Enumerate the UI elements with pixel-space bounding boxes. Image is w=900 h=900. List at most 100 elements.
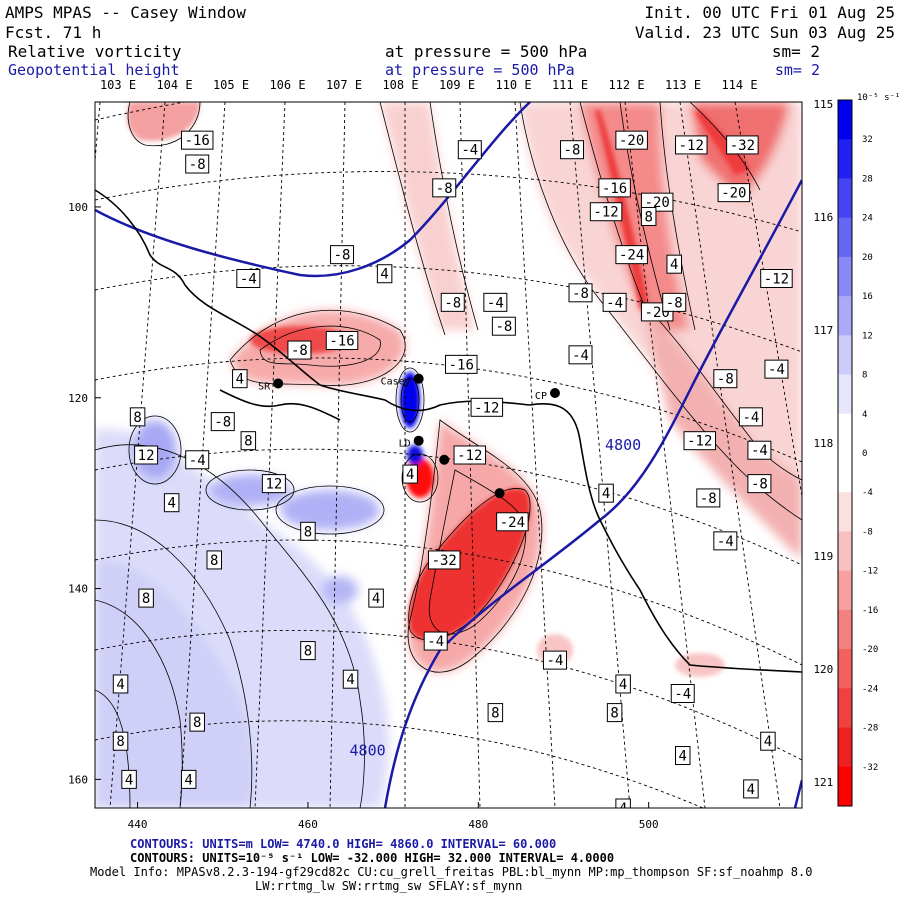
contour-label: 8 [189,712,205,732]
axes: 440 460 480 500 100 120 140 160 [68,201,658,831]
contour-label: -4 [457,140,482,160]
colorbar-tick-label: 32 [862,135,873,145]
contour-label: 8 [240,431,257,451]
contour-label: -4 [764,359,789,379]
height-contour-label: 4800 [605,436,641,454]
field2-pressure: at pressure = 500 hPa [385,61,575,79]
contour-label: -16 [598,178,631,198]
contour-label: -12 [760,269,793,288]
contour-label: -12 [470,397,504,417]
contour-label: 8 [138,588,154,608]
contour-label: 4 [163,493,180,513]
contour-label: 8 [206,550,223,570]
contour-label: -8 [185,154,210,174]
contour-label: -4 [542,650,567,670]
contour-label-box [560,140,585,160]
contour-label-box [180,769,197,789]
colorbar-tick-label: -32 [862,763,878,773]
colorbar-swatch [838,492,852,532]
contour-label-text: 12 [138,448,155,464]
contour-label-box [674,746,691,766]
contour-label: -8 [440,292,465,312]
colorbar-tick-label: -28 [862,724,878,734]
x-tick-label: 460 [298,818,318,831]
contour-label-box [675,135,708,155]
field2-name: Geopotential height [8,61,180,79]
colorbar-tick-label: 4 [862,410,867,420]
contour-label-text: 8 [193,811,201,827]
colorbar-swatch [838,100,852,140]
contour-label-box [240,431,257,451]
contour-label: -4 [713,531,738,551]
coastline [95,189,802,673]
core-negative-ne2 [695,110,750,175]
contour-label-box [747,440,772,460]
contour-label-box [163,493,180,513]
contour-label-box [640,206,657,226]
station-marker [439,454,450,465]
contour-label: 4 [615,674,631,694]
contour-label-box [640,192,674,212]
contour-label-text: 4 [116,677,124,693]
contour-label-text: -8 [444,295,461,311]
contour-label-box [726,135,759,155]
contour-label-box [402,464,418,484]
colorbar-tick-label: -24 [862,684,878,694]
top-longitude-label: 111 E [552,78,588,92]
colorbar-tick-label: 20 [862,253,873,263]
contour-label-text: -8 [700,491,717,507]
contour-label-text: 4 [602,486,610,502]
map-frame [94,101,803,809]
contour-label-box [330,245,355,265]
contour-label: 4 [224,809,239,827]
shade-positive-w4 [322,576,358,604]
contour-label: 8 [606,703,623,723]
contour-label: 4 [342,669,359,689]
contour-label-text: -4 [461,143,478,159]
contour-label-text: 8 [210,553,218,569]
contour-label: 8 [300,521,316,541]
contour-label: -8 [747,474,772,494]
top-longitude-label: 107 E [326,78,362,92]
top-longitude-label: 108 E [382,78,418,92]
station-label: LD [399,439,411,450]
contour-label-text: -24 [619,248,644,264]
contour-label: -12 [675,135,708,155]
contour-label-text: 4 [764,734,772,750]
contour-label-text: -16 [329,334,354,350]
contour-label-text: 4 [167,496,175,512]
contour-label-box [615,130,648,150]
contour-label-box [615,245,648,265]
contour-label-box [598,483,614,503]
contour-label-box [615,674,631,694]
top-longitude-label: 110 E [495,78,531,92]
contour-label-text: -12 [593,205,618,221]
colorbar-swatch [838,139,852,179]
contour-label-box [440,292,465,312]
contour-label-text: -4 [768,362,785,378]
contour-label-box [666,254,682,274]
contour-label-text: 8 [610,706,618,722]
colorbar-tick-label: -16 [862,606,878,616]
top-longitude-label: 114 E [721,78,757,92]
colorbar-swatch [838,335,852,376]
contour-label-box [287,340,312,360]
contour-label-box [598,178,631,198]
contour-label: 4 [598,483,614,503]
contour-label-text: -4 [751,443,768,459]
vorticity-contours [95,102,802,808]
top-longitude-label: 112 E [608,78,644,92]
contour-label: 4 [121,769,137,789]
contour-label: -4 [185,450,210,470]
contour-label-box [764,359,789,379]
colorbar-tick-label: 8 [862,371,867,381]
contour-label-box [432,178,457,198]
contour-label-text: -4 [572,348,589,364]
contour-label-text: -8 [214,415,231,431]
contour-label: 12 [261,474,286,494]
contour-label: -4 [602,292,627,312]
contour-label-text: -8 [495,319,512,335]
contour-label-box [487,703,504,723]
contour-label-text: -8 [572,286,589,302]
x-tick-label: 480 [468,818,488,831]
